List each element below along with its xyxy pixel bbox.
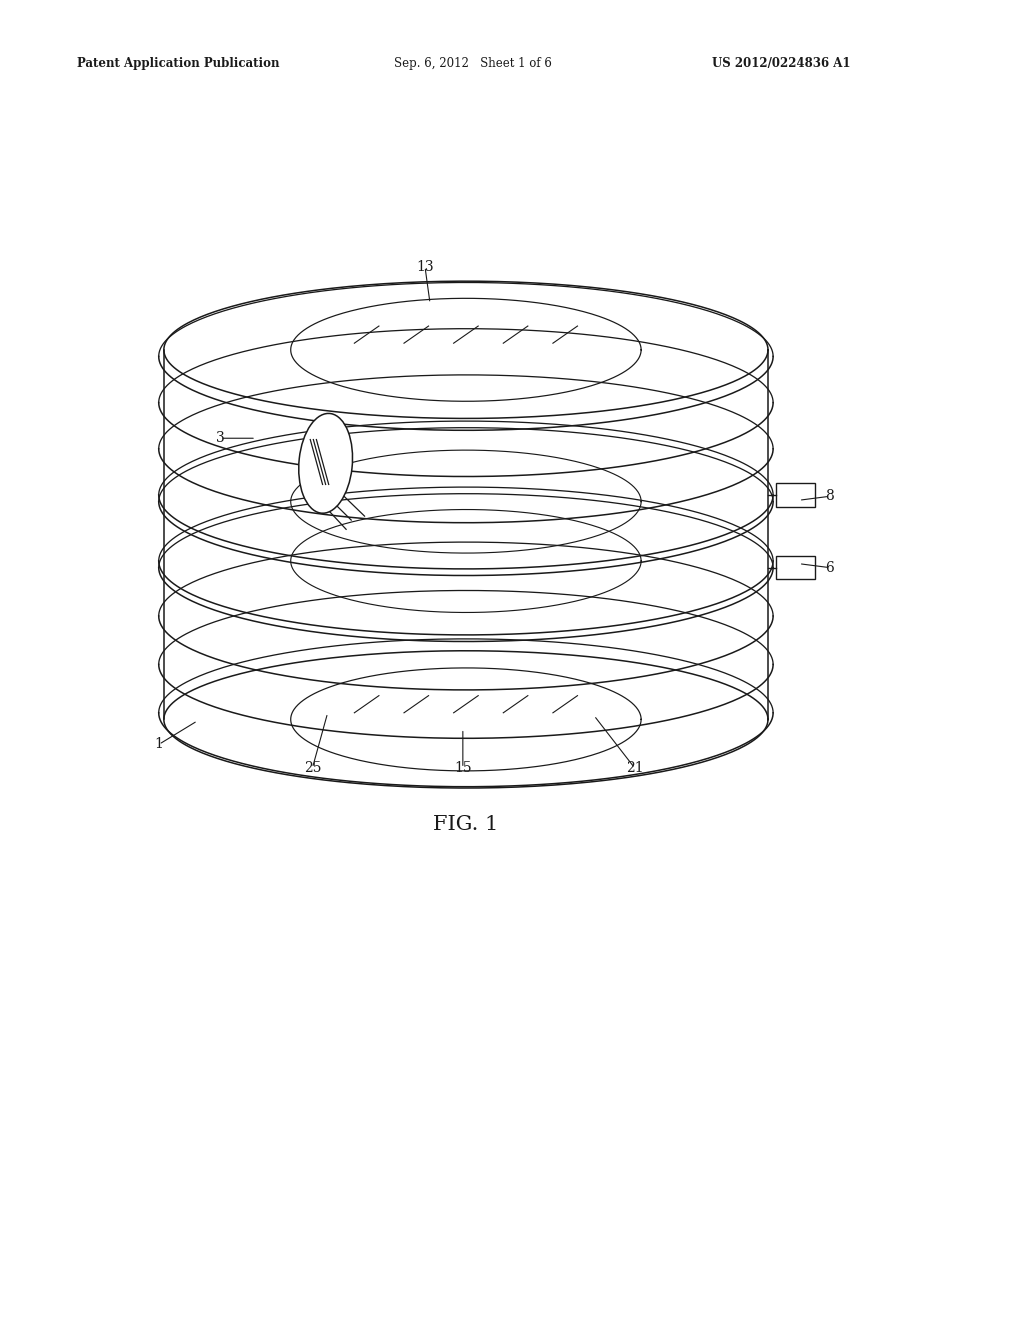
Text: 6: 6 [825,561,834,574]
Text: FIG. 1: FIG. 1 [433,816,499,834]
Text: 3: 3 [216,432,224,445]
Text: 13: 13 [416,260,434,273]
Bar [776,556,815,579]
Text: Sep. 6, 2012   Sheet 1 of 6: Sep. 6, 2012 Sheet 1 of 6 [394,57,552,70]
Text: 15: 15 [454,762,472,775]
Text: 25: 25 [303,762,322,775]
Bar [776,483,815,507]
Text: US 2012/0224836 A1: US 2012/0224836 A1 [712,57,850,70]
Text: 8: 8 [825,490,834,503]
Text: Patent Application Publication: Patent Application Publication [77,57,280,70]
Text: 1: 1 [155,738,163,751]
Text: 21: 21 [626,762,644,775]
Ellipse shape [299,413,352,513]
